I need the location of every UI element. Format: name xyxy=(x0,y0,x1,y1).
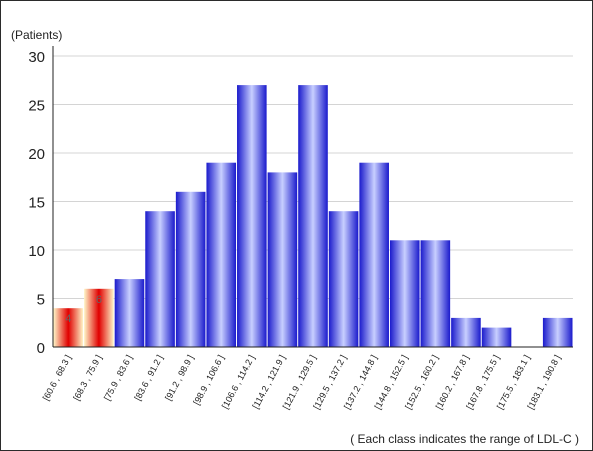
bar xyxy=(420,240,451,347)
x-tick-label: [98.9 , 106.6 ] xyxy=(191,353,226,406)
x-tick-label: [167.8 , 175.5 ] xyxy=(464,353,501,411)
data-labels: 46 xyxy=(65,294,102,325)
x-tick-label: [175.5 , 183.1 ] xyxy=(495,353,532,411)
bar xyxy=(451,317,481,347)
x-tick-label: [91.2 , 98.9 ] xyxy=(163,353,195,402)
x-tick-label: [106.6 , 114.2 ] xyxy=(220,353,257,410)
bar xyxy=(53,308,84,347)
x-tick-label: [121.9 , 129.5 ] xyxy=(281,353,318,411)
y-tick-label: 5 xyxy=(37,292,45,309)
y-tick-label: 15 xyxy=(28,195,45,212)
bar xyxy=(389,240,420,347)
bar xyxy=(175,191,206,347)
y-tick-label: 20 xyxy=(28,146,45,163)
x-tick-label: [75.9 , 83.6 ] xyxy=(102,353,134,402)
x-tick-label: [160.2 , 167.8 ] xyxy=(434,353,471,411)
x-tick-label: [183.1 , 190.8 ] xyxy=(525,353,562,411)
x-tick-label: [83.6 , 91.2 ] xyxy=(132,353,164,402)
x-tick-label: [114.2 , 121.9 ] xyxy=(250,353,287,410)
bar xyxy=(237,85,267,347)
bar xyxy=(328,211,359,347)
x-tick-label: [137.2 , 144.8 ] xyxy=(342,353,379,411)
bar xyxy=(359,162,389,347)
x-tick-labels: [60.6 , 68.3 ][68.3 , 75.9 ][75.9 , 83.6… xyxy=(41,353,563,411)
x-tick-label: [60.6 , 68.3 ] xyxy=(41,353,73,402)
y-tick-label: 25 xyxy=(28,98,45,115)
bar xyxy=(298,85,328,347)
y-tick-label: 30 xyxy=(28,49,45,66)
y-tick-label: 0 xyxy=(37,340,45,357)
bar xyxy=(114,279,145,347)
data-label: 6 xyxy=(96,294,102,306)
bar xyxy=(542,317,573,347)
x-tick-label: [144.8 , 152.5 ] xyxy=(373,353,410,411)
bar xyxy=(267,172,298,347)
class-range-note: ( Each class indicates the range of LDL-… xyxy=(350,432,579,446)
y-tick-labels: 0 5 10 15 20 25 30 xyxy=(28,49,45,357)
bar xyxy=(206,162,237,347)
data-label: 4 xyxy=(65,313,71,325)
bar xyxy=(481,327,512,347)
x-tick-label: [152.5 , 160.2 ] xyxy=(403,353,440,411)
y-unit-label: (Patients) xyxy=(11,28,62,42)
x-tick-label: [68.3 , 75.9 ] xyxy=(71,353,103,402)
y-tick-label: 10 xyxy=(28,243,45,260)
bar xyxy=(145,211,175,347)
axes xyxy=(52,46,573,348)
x-tick-label: [129.5 , 137.2 ] xyxy=(311,353,348,411)
bar xyxy=(84,288,114,347)
bars xyxy=(53,85,573,347)
